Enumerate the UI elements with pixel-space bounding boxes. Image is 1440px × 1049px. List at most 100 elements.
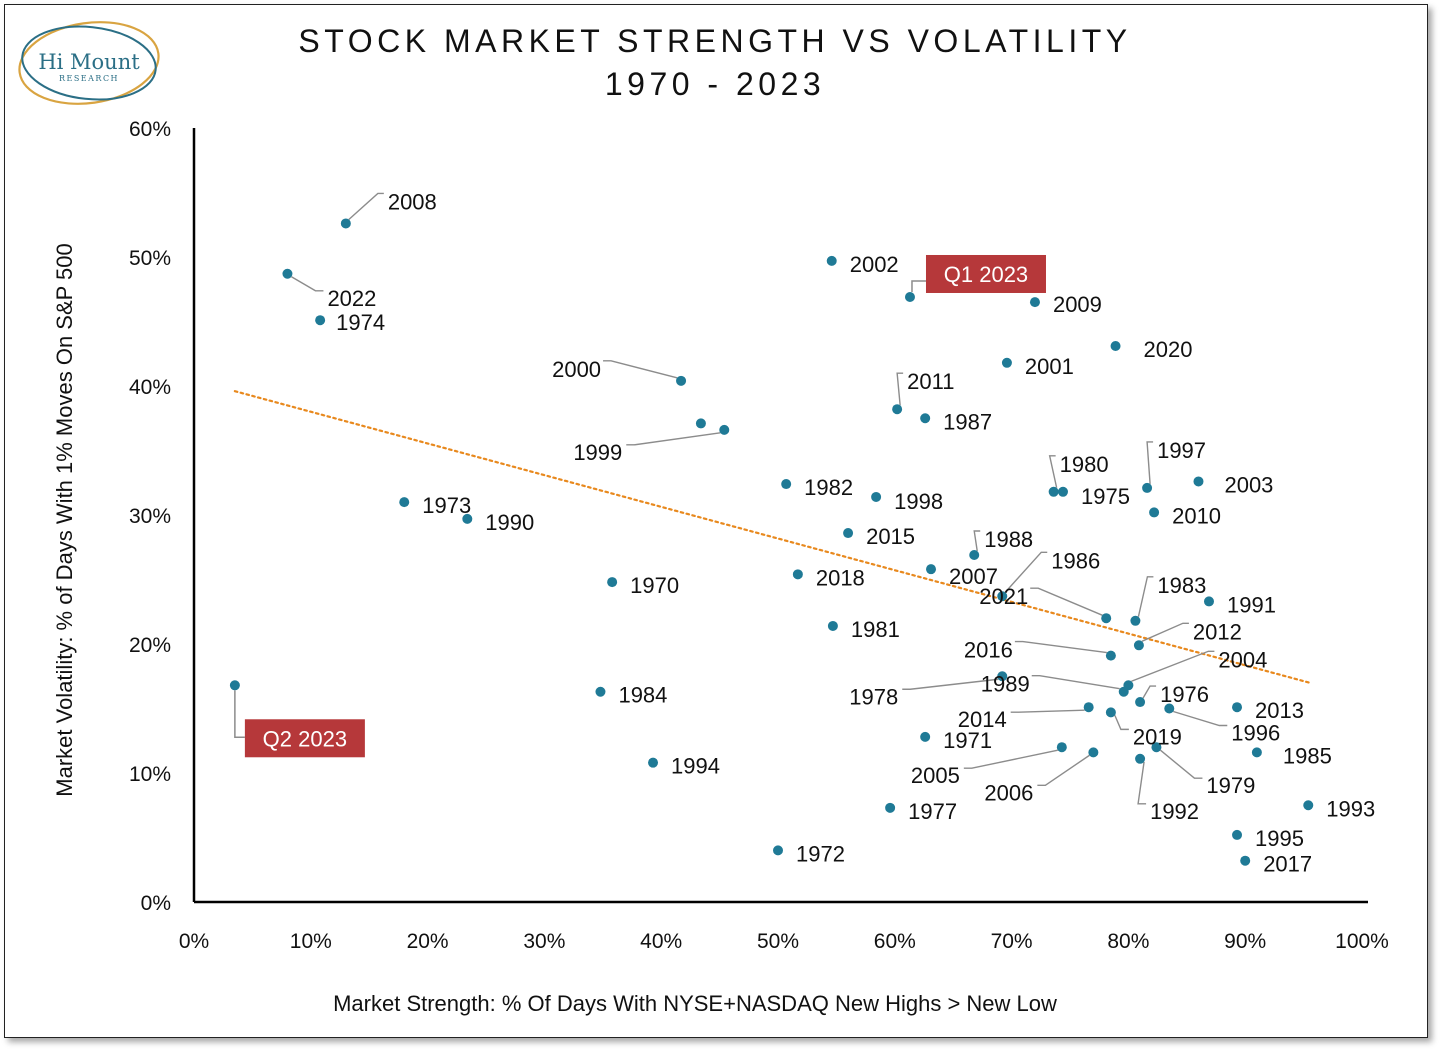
point-label: 1982 bbox=[804, 475, 853, 500]
data-point bbox=[229, 680, 240, 691]
point-label: 2011 bbox=[907, 369, 954, 394]
trendline-group bbox=[233, 390, 1311, 684]
point-label: 2010 bbox=[1172, 503, 1221, 528]
data-point bbox=[1149, 507, 1160, 518]
point-label: 2008 bbox=[388, 189, 437, 214]
leader-line bbox=[1141, 622, 1189, 642]
data-point bbox=[1101, 613, 1112, 624]
point-label: 2021 bbox=[979, 584, 1028, 609]
data-point bbox=[997, 671, 1008, 682]
leader-line bbox=[1131, 650, 1215, 682]
logo-name: Hi Mount bbox=[38, 50, 140, 74]
point-label: 1985 bbox=[1283, 743, 1332, 768]
leader-line bbox=[1142, 685, 1157, 699]
data-point bbox=[920, 413, 931, 424]
logo-subtitle: RESEARCH bbox=[59, 74, 119, 83]
point-label: 2014 bbox=[958, 707, 1007, 732]
leader-line bbox=[1014, 640, 1107, 654]
data-point bbox=[892, 404, 903, 415]
point-label: 1980 bbox=[1060, 452, 1109, 477]
data-point bbox=[399, 497, 410, 508]
leader-line bbox=[1031, 675, 1120, 690]
data-point bbox=[1232, 702, 1243, 713]
point-label: 2003 bbox=[1224, 472, 1273, 497]
point-label: 1993 bbox=[1326, 796, 1375, 821]
data-point bbox=[1232, 829, 1243, 840]
data-point bbox=[1056, 742, 1067, 753]
y-tick-label: 40% bbox=[129, 376, 171, 399]
data-point bbox=[1135, 753, 1146, 764]
point-label: 2001 bbox=[1025, 354, 1074, 379]
point-label: 1978 bbox=[849, 684, 898, 709]
data-point bbox=[462, 513, 473, 524]
highlight-label-box bbox=[244, 719, 365, 758]
data-point bbox=[792, 569, 803, 580]
data-point bbox=[885, 802, 896, 813]
data-point bbox=[1057, 486, 1068, 497]
logo-ring-inner bbox=[21, 25, 157, 101]
point-label: 1996 bbox=[1231, 721, 1280, 746]
point-label: 2012 bbox=[1193, 619, 1242, 644]
point-label: 1977 bbox=[908, 799, 957, 824]
data-point bbox=[843, 528, 854, 539]
point-label: 1999 bbox=[573, 440, 622, 465]
leader-line bbox=[973, 530, 981, 552]
data-point bbox=[969, 549, 980, 560]
point-label: 1970 bbox=[630, 573, 679, 598]
leader-line bbox=[1137, 576, 1154, 617]
leader-line bbox=[1137, 761, 1147, 805]
point-label: 1981 bbox=[851, 617, 900, 642]
point-label: 1974 bbox=[336, 310, 385, 335]
data-point bbox=[1118, 686, 1129, 697]
point-label: 2006 bbox=[984, 780, 1033, 805]
data-point bbox=[1083, 702, 1094, 713]
x-tick-label: 50% bbox=[757, 930, 799, 953]
point-label: 2005 bbox=[911, 763, 960, 788]
point-label: 1973 bbox=[422, 493, 471, 518]
point-label: 1989 bbox=[981, 672, 1030, 697]
data-point bbox=[695, 418, 706, 429]
point-label: 2020 bbox=[1144, 337, 1193, 362]
x-tick-label: 100% bbox=[1335, 930, 1389, 953]
leader-lines bbox=[234, 192, 1228, 805]
point-label: 1976 bbox=[1160, 682, 1209, 707]
x-tick-label: 10% bbox=[290, 930, 332, 953]
point-label: 2017 bbox=[1263, 852, 1312, 877]
point-label: 1994 bbox=[671, 754, 720, 779]
data-point bbox=[926, 564, 937, 575]
data-point bbox=[648, 757, 659, 768]
point-label: 1971 bbox=[943, 728, 992, 753]
point-label: 2016 bbox=[964, 638, 1013, 663]
point-label: 1990 bbox=[485, 510, 534, 535]
data-point bbox=[282, 268, 293, 279]
point-label: 1983 bbox=[1157, 573, 1206, 598]
data-point bbox=[1303, 800, 1314, 811]
leader-line bbox=[1146, 441, 1154, 484]
leader-line bbox=[896, 372, 904, 406]
leader-line bbox=[1159, 749, 1203, 779]
leader-line bbox=[1114, 715, 1129, 731]
leader-line bbox=[348, 192, 384, 220]
data-point bbox=[607, 577, 618, 588]
leader-line bbox=[1010, 709, 1085, 713]
data-point bbox=[1203, 596, 1214, 607]
leader-line bbox=[1037, 754, 1090, 787]
y-tick-label: 10% bbox=[129, 763, 171, 786]
data-points bbox=[229, 218, 1314, 866]
axes: 0% 10% 20% 30% 40% 50% 60% 70% 80% 90% 100% 0% 10% 20… bbox=[129, 118, 1389, 953]
x-tick-label: 70% bbox=[991, 930, 1033, 953]
data-point bbox=[871, 491, 882, 502]
y-tick-label: 60% bbox=[129, 118, 171, 141]
point-label: 1986 bbox=[1051, 548, 1100, 573]
data-point bbox=[1088, 747, 1099, 758]
x-tick-label: 0% bbox=[179, 930, 209, 953]
data-point bbox=[997, 591, 1008, 602]
data-point bbox=[1151, 742, 1162, 753]
leader-line bbox=[911, 280, 926, 292]
highlight-label: Q1 2023 bbox=[944, 262, 1028, 287]
leader-line bbox=[603, 360, 678, 379]
leader-line bbox=[1004, 551, 1048, 593]
data-point bbox=[904, 291, 915, 302]
chart-title: STOCK MARKET STRENGTH VS VOLATILITY bbox=[298, 23, 1131, 59]
